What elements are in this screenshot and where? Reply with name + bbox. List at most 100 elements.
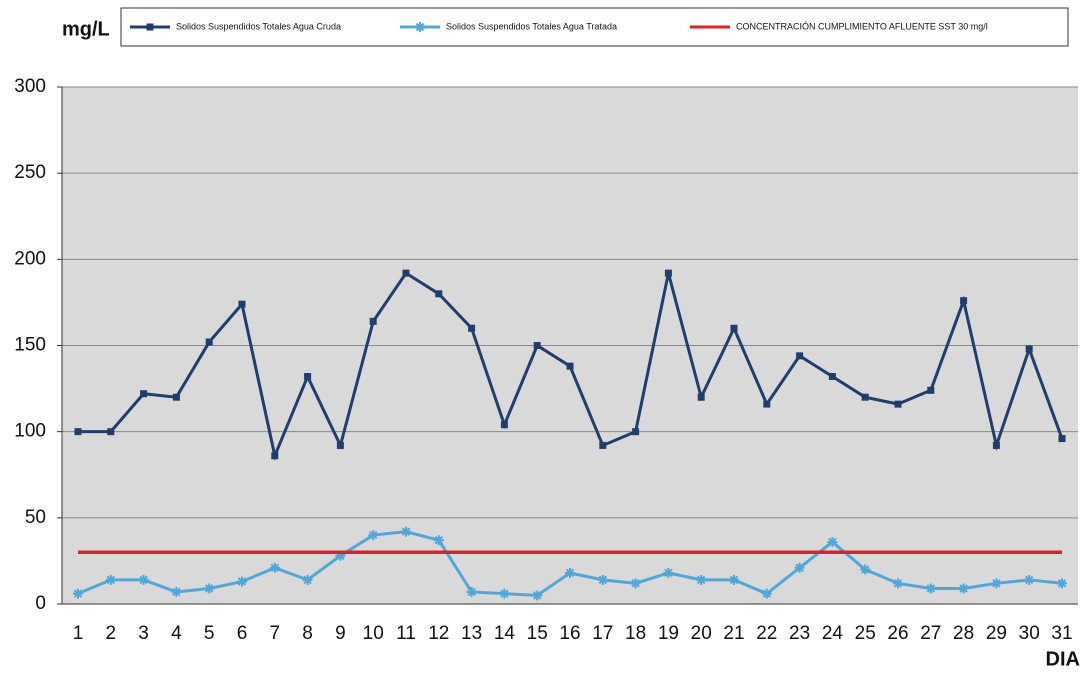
x-tick-label: 23	[789, 623, 810, 644]
marker	[269, 562, 280, 573]
marker	[566, 362, 574, 370]
legend-box	[120, 7, 1069, 47]
x-tick-label: 27	[920, 623, 941, 644]
marker	[828, 373, 836, 381]
marker	[433, 535, 444, 546]
marker	[401, 526, 411, 537]
marker	[763, 400, 771, 408]
marker	[468, 324, 476, 332]
marker	[761, 588, 772, 599]
marker	[140, 390, 148, 398]
x-tick-label: 4	[171, 623, 182, 644]
x-tick-label: 6	[237, 623, 248, 644]
marker	[632, 428, 640, 436]
x-tick-label: 29	[986, 623, 1007, 644]
marker	[894, 400, 902, 408]
marker	[336, 441, 344, 449]
marker	[729, 574, 739, 585]
x-tick-label: 7	[270, 623, 281, 644]
legend-label: CONCENTRACIÓN CUMPLIMIENTO AFLUENTE SST …	[736, 21, 988, 31]
y-tick-label: 300	[14, 76, 46, 97]
marker	[171, 586, 182, 597]
marker	[960, 297, 968, 305]
marker	[138, 574, 149, 585]
marker	[146, 23, 154, 31]
x-tick-label: 10	[363, 623, 384, 644]
legend-label: Solidos Suspendidos Totales Agua Tratada	[446, 21, 617, 31]
x-tick-label: 14	[494, 623, 516, 644]
marker	[696, 574, 707, 585]
marker	[794, 562, 805, 573]
marker	[73, 588, 83, 599]
x-tick-label: 2	[106, 623, 117, 644]
marker	[107, 428, 115, 436]
marker	[1024, 574, 1035, 585]
x-tick-label: 31	[1051, 623, 1072, 644]
x-tick-label: 21	[723, 623, 744, 644]
marker	[663, 567, 674, 578]
marker	[893, 578, 903, 589]
marker	[499, 588, 510, 599]
x-tick-label: 15	[527, 623, 548, 644]
marker	[730, 324, 738, 332]
marker	[368, 530, 379, 541]
x-tick-label: 8	[302, 623, 313, 644]
marker	[205, 338, 213, 346]
x-tick-label: 24	[822, 623, 844, 644]
x-tick-label: 16	[559, 623, 580, 644]
x-tick-label: 13	[461, 623, 482, 644]
x-tick-label: 5	[204, 623, 215, 644]
x-tick-label: 25	[855, 623, 876, 644]
x-tick-label: 28	[953, 623, 974, 644]
x-tick-label: 26	[887, 623, 908, 644]
marker	[927, 386, 935, 394]
x-axis-title: DIA	[1046, 648, 1080, 670]
marker	[402, 269, 410, 277]
marker	[302, 574, 313, 585]
marker	[105, 574, 116, 585]
marker	[565, 567, 575, 578]
x-tick-label: 18	[625, 623, 646, 644]
marker	[1058, 435, 1066, 443]
marker	[271, 452, 279, 460]
marker	[925, 583, 936, 594]
marker	[238, 300, 246, 308]
marker	[415, 22, 425, 32]
x-tick-label: 19	[658, 623, 679, 644]
marker	[1025, 345, 1033, 353]
marker	[860, 564, 871, 575]
marker	[533, 342, 541, 349]
y-tick-label: 200	[14, 248, 46, 269]
marker	[599, 441, 607, 449]
marker	[1057, 578, 1067, 589]
marker	[500, 421, 508, 429]
marker	[597, 574, 608, 585]
marker	[304, 373, 312, 381]
marker	[466, 586, 477, 597]
marker	[796, 352, 804, 360]
marker	[861, 393, 869, 401]
y-tick-label: 250	[14, 162, 46, 183]
marker	[204, 583, 215, 594]
x-tick-label: 9	[335, 623, 346, 644]
marker	[532, 590, 543, 601]
y-tick-label: 0	[35, 593, 46, 614]
x-tick-label: 3	[138, 623, 149, 644]
y-tick-label: 150	[14, 335, 46, 356]
x-tick-label: 11	[396, 623, 416, 644]
marker	[992, 441, 1000, 449]
marker	[172, 393, 180, 401]
legend-label: Solidos Suspendidos Totales Agua Cruda	[176, 21, 341, 31]
y-tick-label: 100	[14, 421, 46, 442]
marker	[630, 578, 641, 589]
marker	[827, 536, 838, 547]
x-tick-label: 22	[756, 623, 777, 644]
marker	[664, 269, 672, 277]
marker	[369, 317, 377, 325]
x-tick-label: 30	[1019, 623, 1040, 644]
marker	[958, 583, 969, 594]
marker	[74, 428, 82, 436]
x-tick-label: 17	[592, 623, 613, 644]
marker	[991, 578, 1002, 589]
